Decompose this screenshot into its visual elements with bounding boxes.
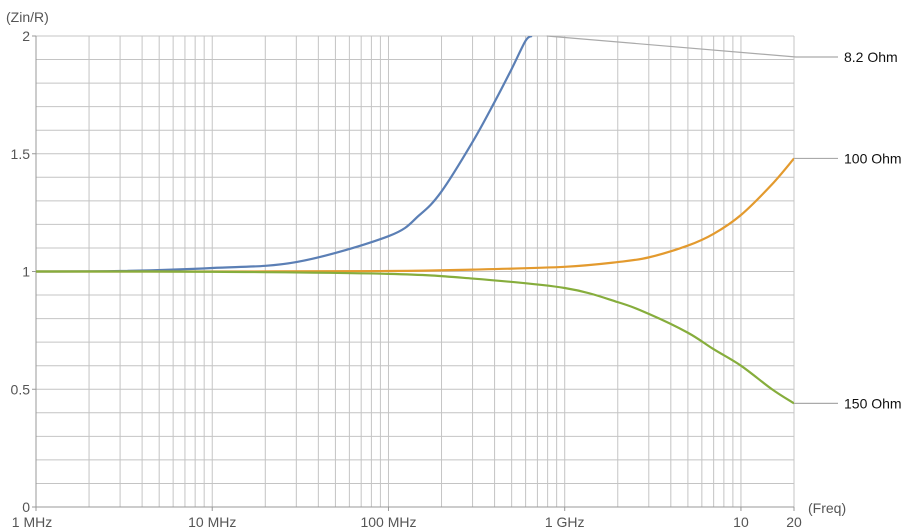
y-tick-label: 0.5 bbox=[11, 381, 31, 397]
legend-label-2: 150 Ohm bbox=[844, 395, 902, 411]
series-line-0 bbox=[36, 36, 533, 273]
legend-label-0: 8.2 Ohm bbox=[844, 49, 898, 65]
y-tick-label: 1 bbox=[22, 264, 30, 280]
series-lines bbox=[36, 36, 794, 405]
y-axis-label: (Zin/R) bbox=[6, 9, 49, 25]
x-tick-label: 100 MHz bbox=[360, 514, 416, 530]
legend-label-1: 100 Ohm bbox=[844, 150, 902, 166]
y-tick-label: 2 bbox=[22, 28, 30, 44]
legend-leader-0 bbox=[546, 35, 838, 58]
x-tick-label: 1 MHz bbox=[12, 514, 52, 530]
x-axis-label: (Freq) bbox=[808, 500, 846, 516]
legend-labels: 8.2 Ohm 100 Ohm 150 Ohm bbox=[546, 35, 902, 411]
x-tick-label: 10 MHz bbox=[188, 514, 236, 530]
y-tick-label: 0 bbox=[22, 499, 30, 515]
x-tick-label: 10 bbox=[733, 514, 749, 530]
series-line-2 bbox=[36, 270, 794, 405]
axes: 0 0.5 1 1.5 2 1 MHz 10 MHz 100 MHz 1 GHz 10 20 (Zin… bbox=[6, 9, 846, 530]
x-tick-label: 20 bbox=[786, 514, 802, 530]
y-tick-label: 1.5 bbox=[11, 146, 31, 162]
series-line-1 bbox=[36, 157, 794, 273]
x-tick-label: 1 GHz bbox=[545, 514, 585, 530]
